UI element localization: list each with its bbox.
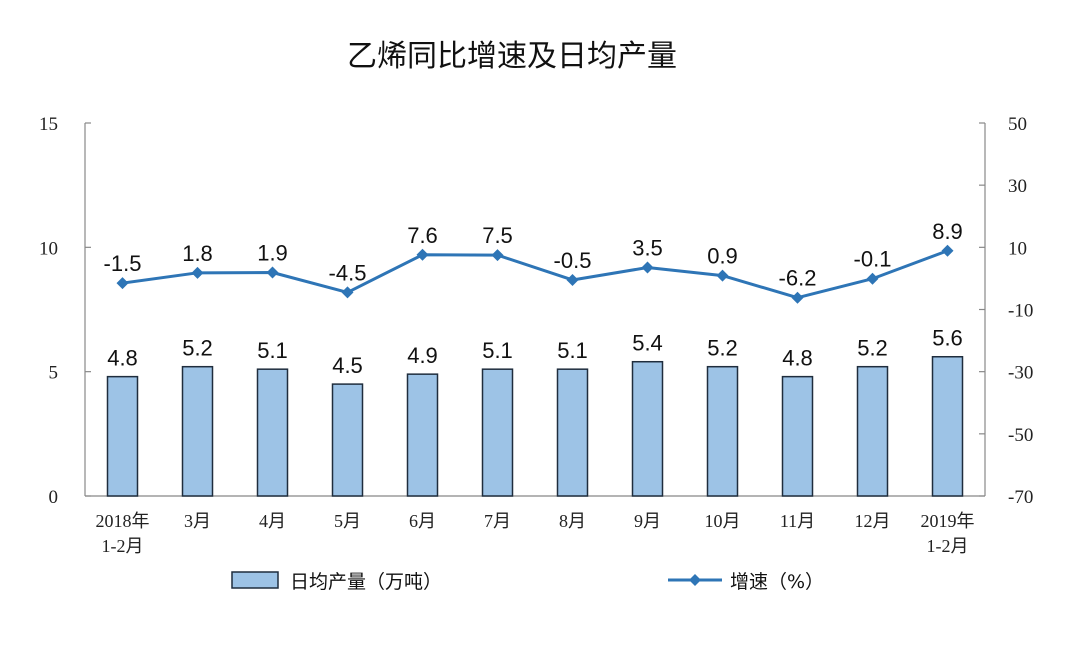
- bar-value-label: 4.5: [332, 353, 363, 378]
- line-point: [716, 269, 729, 282]
- line-value-label: -6.2: [779, 266, 817, 291]
- category-label: 2019年: [921, 511, 975, 531]
- left-tick-label: 10: [39, 238, 58, 259]
- bar: [931, 355, 964, 497]
- category-label: 6月: [409, 511, 436, 531]
- bar-value-label: 5.4: [632, 331, 663, 356]
- legend-line-marker: [689, 574, 701, 586]
- bar-value-label: 5.2: [182, 336, 213, 361]
- right-tick-label: -50: [1008, 425, 1033, 446]
- line-point: [416, 248, 429, 261]
- line-point: [341, 286, 354, 299]
- line-path: [122, 249, 949, 300]
- left-tick-label: 15: [39, 114, 58, 135]
- line-value-label: -0.5: [554, 248, 592, 273]
- line-value-label: -4.5: [329, 260, 367, 285]
- line-point: [566, 273, 579, 286]
- category-label: 2018年: [96, 511, 150, 531]
- category-label: 7月: [484, 511, 511, 531]
- right-tick-label: -70: [1008, 487, 1033, 508]
- category-label: 12月: [855, 511, 891, 531]
- legend-bar-label: 日均产量（万吨）: [290, 571, 442, 593]
- line-point: [116, 277, 129, 290]
- line-value-label: 1.8: [182, 241, 213, 266]
- bar: [481, 368, 514, 497]
- line-value-label: 7.5: [482, 223, 513, 248]
- right-tick-label: -10: [1008, 301, 1033, 322]
- bar-value-label: 5.2: [707, 336, 738, 361]
- bar: [256, 368, 289, 497]
- line-value-label: -0.1: [854, 247, 892, 272]
- category-label: 1-2月: [927, 536, 969, 556]
- bar-value-label: 5.1: [257, 338, 288, 363]
- bar-value-label: 4.8: [782, 346, 813, 371]
- category-label: 1-2月: [102, 536, 144, 556]
- line-value-label: -1.5: [104, 251, 142, 276]
- line-data-labels: -1.5 1.8 1.9 -4.5 7.6 7.5 -0.5 3.5 0.9 -6.2 -0.1 8.…: [104, 219, 963, 291]
- right-tick-label: 50: [1008, 114, 1027, 135]
- line-value-label: 3.5: [632, 236, 663, 261]
- line-point: [191, 266, 204, 279]
- left-axis-ticks: 0 5 10 15: [39, 114, 91, 508]
- line-value-label: 1.9: [257, 241, 288, 266]
- legend-bar-swatch: [231, 571, 279, 589]
- bar-value-label: 5.1: [557, 338, 588, 363]
- bar: [781, 375, 814, 497]
- line-value-label: 8.9: [932, 219, 963, 244]
- category-label: 3月: [184, 511, 211, 531]
- bar: [556, 368, 589, 497]
- category-label: 11月: [780, 511, 815, 531]
- category-label: 5月: [334, 511, 361, 531]
- line-point: [791, 291, 804, 304]
- bar: [706, 365, 739, 497]
- left-tick-label: 5: [49, 363, 59, 384]
- legend-line-label: 增速（%）: [730, 571, 824, 593]
- right-axis-ticks: -70 -50 -30 -10 10 30 50: [979, 114, 1033, 508]
- line-point: [491, 249, 504, 262]
- bar-value-label: 5.1: [482, 338, 513, 363]
- category-label: 4月: [259, 511, 286, 531]
- line-value-label: 7.6: [407, 223, 438, 248]
- category-label: 8月: [559, 511, 586, 531]
- bar-data-labels: 4.8 5.2 5.1 4.5 4.9 5.1 5.1 5.4 5.2 4.8 5.2 5.6: [107, 326, 963, 378]
- chart-title: 乙烯同比增速及日均产量: [347, 39, 677, 74]
- line-point: [866, 272, 879, 285]
- line-series: [116, 244, 954, 304]
- line-point: [941, 244, 954, 257]
- category-label: 10月: [705, 511, 741, 531]
- bar-series: [106, 355, 964, 497]
- bar: [406, 373, 439, 497]
- right-tick-label: 30: [1008, 176, 1027, 197]
- line-point: [266, 266, 279, 279]
- bar: [181, 365, 214, 497]
- bar-value-label: 4.8: [107, 346, 138, 371]
- right-tick-label: 10: [1008, 238, 1027, 259]
- bar: [856, 365, 889, 497]
- bar-value-label: 5.2: [857, 336, 888, 361]
- category-labels: 2018年 1-2月 3月 4月 5月 6月 7月 8月 9月 10月 11月 12月 2019年 1-2…: [96, 511, 975, 556]
- line-value-label: 0.9: [707, 244, 738, 269]
- bar: [631, 360, 664, 497]
- right-tick-label: -30: [1008, 363, 1033, 384]
- bar-value-label: 5.6: [932, 326, 963, 351]
- bar: [331, 383, 364, 497]
- bar: [106, 375, 139, 497]
- line-point: [641, 261, 654, 274]
- legend: 日均产量（万吨） 增速（%）: [231, 571, 824, 593]
- category-label: 9月: [634, 511, 661, 531]
- left-tick-label: 0: [49, 487, 59, 508]
- bar-value-label: 4.9: [407, 343, 438, 368]
